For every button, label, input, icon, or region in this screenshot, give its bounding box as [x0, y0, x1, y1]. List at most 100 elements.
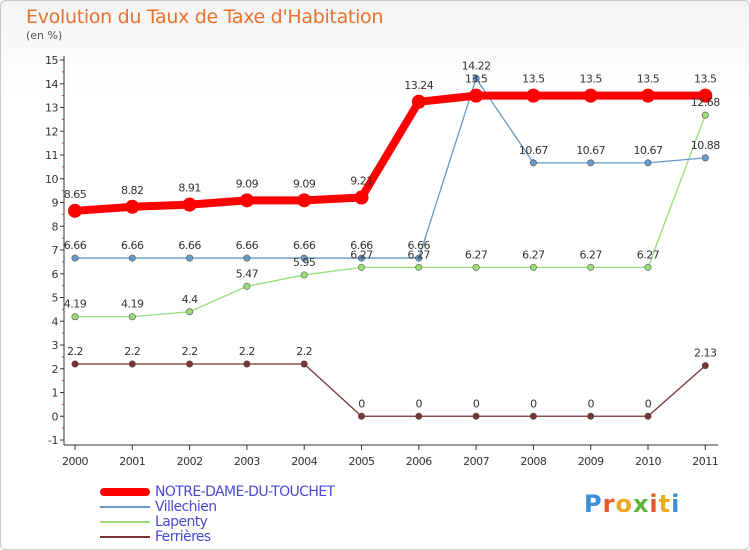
series-line	[71, 91, 710, 215]
y-tick-label: 8	[52, 220, 59, 233]
data-point	[243, 282, 251, 290]
data-point	[68, 203, 82, 218]
data-label: 6.66	[121, 239, 144, 252]
data-point	[641, 88, 655, 103]
data-label: 10.88	[691, 139, 720, 152]
y-tick-label: 14	[45, 78, 58, 91]
y-tick-label: 2	[52, 363, 59, 376]
data-point	[300, 360, 308, 368]
data-label: 5.47	[236, 267, 259, 280]
data-label: 2.2	[296, 345, 312, 358]
y-tick-label: 10	[45, 173, 58, 186]
data-label: 9.09	[236, 177, 259, 190]
data-label: 12.68	[691, 96, 720, 109]
legend-label: Lapenty	[155, 514, 208, 530]
data-point	[583, 88, 598, 103]
data-point	[354, 190, 369, 205]
data-point	[71, 313, 79, 321]
data-point	[243, 254, 251, 262]
data-label: 0	[587, 397, 594, 410]
data-point	[243, 360, 251, 368]
data-label: 0	[530, 397, 537, 410]
data-label: 13.5	[637, 73, 660, 86]
data-label: 6.66	[408, 239, 431, 252]
data-label: 13.5	[694, 73, 717, 86]
data-point	[300, 271, 308, 279]
x-tick-label: 2003	[234, 455, 260, 468]
proxiti-logo: Proxiti	[584, 490, 681, 518]
data-point	[644, 159, 652, 167]
data-point	[472, 75, 480, 83]
legend-swatch	[100, 506, 150, 508]
data-point	[526, 88, 541, 103]
data-point	[411, 94, 426, 109]
x-tick-label: 2007	[463, 455, 489, 468]
y-tick-label: 4	[52, 315, 59, 328]
y-tick-label: 6	[52, 268, 59, 281]
data-point	[469, 88, 484, 103]
y-tick-label: 3	[52, 339, 59, 352]
data-point	[698, 88, 713, 103]
data-point	[644, 412, 652, 420]
data-label: 6.27	[579, 248, 602, 261]
data-point	[587, 263, 595, 271]
data-point	[71, 360, 79, 368]
data-point	[186, 308, 194, 316]
data-label: 5.95	[293, 256, 316, 269]
data-label: 6.27	[408, 248, 431, 261]
x-tick-label: 2005	[349, 455, 375, 468]
y-tick-label: 5	[52, 292, 59, 305]
y-tick-label: 13	[45, 102, 58, 115]
x-tick-label: 2000	[62, 455, 88, 468]
data-label: 6.27	[637, 248, 660, 261]
data-label: 6.27	[350, 248, 373, 261]
legend-label: Villechien	[155, 499, 217, 515]
legend-swatch	[100, 488, 150, 496]
data-point	[529, 263, 537, 271]
data-label: 2.2	[182, 345, 198, 358]
y-tick-label: 15	[45, 54, 58, 67]
data-point	[71, 254, 79, 262]
data-point	[128, 254, 136, 262]
data-label: 9.09	[293, 177, 316, 190]
data-point	[357, 412, 365, 420]
data-label: 6.27	[522, 248, 545, 261]
data-point	[587, 412, 595, 420]
legend-label: Ferrières	[155, 529, 211, 545]
data-label: 10.67	[576, 144, 605, 157]
data-label: 6.66	[350, 239, 373, 252]
data-label: 8.91	[178, 182, 201, 195]
data-point	[186, 360, 194, 368]
data-point	[182, 197, 197, 212]
data-label: 6.66	[293, 239, 316, 252]
y-tick-label: 1	[52, 387, 59, 400]
data-point	[701, 154, 709, 162]
data-point	[415, 263, 423, 271]
data-point	[186, 254, 194, 262]
data-point	[701, 111, 709, 119]
data-label: 4.19	[121, 298, 144, 311]
data-point	[644, 263, 652, 271]
data-point	[239, 193, 254, 208]
x-tick-label: 2011	[692, 455, 718, 468]
data-point	[472, 412, 480, 420]
y-tick-label: 12	[45, 125, 58, 138]
data-label: 2.2	[67, 345, 83, 358]
data-point	[297, 193, 312, 208]
chart-subtitle: (en %)	[26, 29, 63, 42]
data-point	[125, 199, 140, 214]
x-tick-label: 2004	[291, 455, 317, 468]
legend-swatch	[100, 536, 150, 538]
data-point	[701, 362, 709, 370]
series-line	[74, 363, 706, 417]
data-point	[357, 263, 365, 271]
legend-label: NOTRE-DAME-DU-TOUCHET	[155, 484, 335, 500]
series-line	[74, 114, 706, 318]
x-tick-label: 2008	[520, 455, 546, 468]
y-tick-label: 11	[45, 149, 58, 162]
data-point	[472, 263, 480, 271]
data-point	[357, 254, 365, 262]
x-tick-label: 2010	[635, 455, 661, 468]
x-tick-label: 2001	[119, 455, 145, 468]
